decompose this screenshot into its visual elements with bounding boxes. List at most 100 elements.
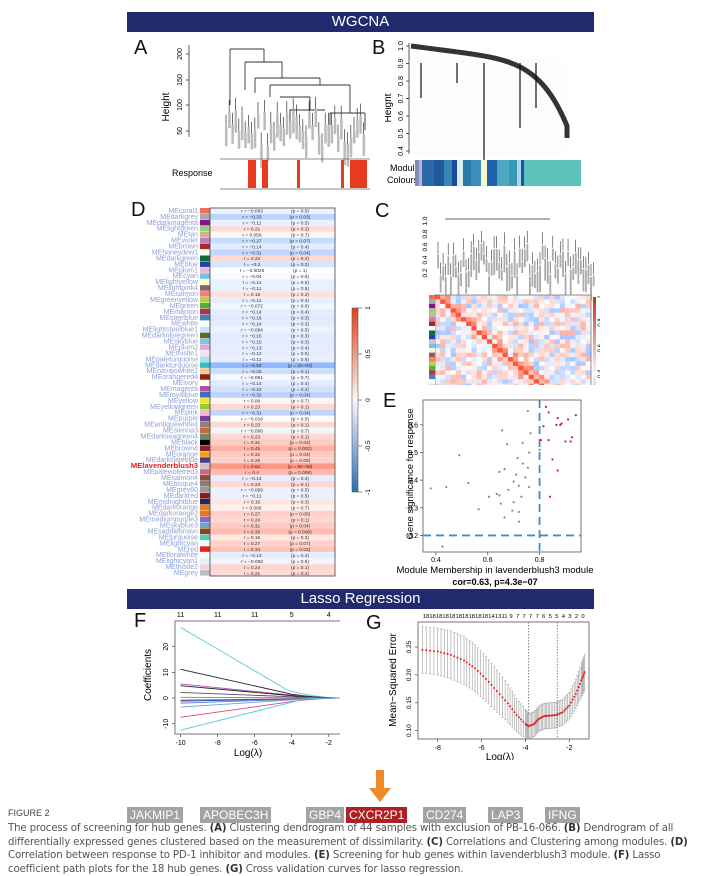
heatmap-cell [435, 370, 441, 375]
caption-panel-ref: (D) [670, 836, 688, 848]
module-name: MEthistle1 [165, 350, 198, 357]
heatmap-cell [440, 343, 446, 349]
heatmap-cell [466, 379, 472, 384]
module-row: MEpaleturquoise r = −0.11 (p = 0.5) [145, 356, 335, 363]
heatmap-cell [575, 343, 581, 349]
correlation-value: r = 0.27 [244, 511, 261, 517]
heatmap-cell [455, 334, 462, 340]
correlation-cell [210, 255, 335, 262]
module-row: MElightgreen r = 0.21 (p = 0.2) [157, 226, 335, 233]
module-row: MEnavajowhite2 r = −0.25 (p = 0.1) [147, 368, 335, 375]
module-label [551, 248, 554, 261]
caption-text: Lasso coefficient path plots for the 18 … [8, 850, 661, 875]
y-tick-label: 0.6 [408, 422, 418, 429]
top-tick-label: 14 [488, 614, 495, 620]
heatmap-cell [523, 339, 529, 344]
hub-gene-point [559, 423, 562, 426]
heatmap-cell [502, 348, 508, 353]
module-label [557, 268, 559, 284]
correlation-cell [210, 338, 335, 345]
mse-point [558, 712, 561, 715]
panel-label-d: D [131, 199, 146, 221]
module-name: MEred [177, 546, 198, 553]
heatmap-cell [461, 295, 467, 300]
heatmap-cell [533, 361, 540, 367]
correlation-value: r = −0.13 [242, 345, 262, 351]
heatmap-cell [539, 326, 545, 331]
module-name: MEsienna3 [163, 428, 198, 435]
heatmap-cell [466, 352, 472, 358]
heatmap-cell [585, 308, 592, 313]
module-label [572, 267, 575, 280]
mse-point [482, 675, 485, 678]
module-label [518, 248, 521, 268]
heatmap-cell [487, 312, 493, 318]
heatmap-cell [533, 317, 540, 322]
module-colours-label-2: Colours [387, 175, 419, 185]
heatmap-cell [440, 326, 446, 331]
mse-point [501, 696, 504, 699]
panel-e-xlabel: Module Membership in lavenderblush3 modu… [397, 565, 594, 576]
heatmap-cell [554, 312, 560, 318]
module-label [574, 252, 577, 275]
y-tick-label: 200 [177, 48, 184, 60]
panel-f-ylabel: Coefficients [143, 649, 154, 701]
heatmap-cell [471, 379, 477, 384]
module-colour-swatch [200, 356, 210, 362]
correlation-value: r = 0.16 [244, 500, 261, 506]
heatmap-cell [533, 308, 540, 313]
heatmap-cell [461, 308, 467, 313]
heatmap-cell [533, 303, 540, 309]
heatmap-cell [528, 308, 534, 313]
heatmap-cell [450, 339, 456, 344]
heatmap-cell [523, 383, 529, 385]
sample-label [333, 117, 337, 134]
heatmap-cell [539, 374, 545, 380]
module-label [534, 273, 536, 289]
heatmap-cell [585, 330, 592, 336]
heatmap-cell [481, 334, 488, 340]
p-value: (p = 0.1) [291, 482, 309, 488]
heatmap-cell [471, 299, 477, 305]
correlation-cell [210, 397, 335, 404]
correlation-cell [210, 320, 335, 327]
module-colour-segment [422, 160, 434, 186]
module-name: MEmaroon [164, 309, 198, 316]
heatmap-cell [445, 370, 451, 375]
heatmap-cell [565, 295, 571, 300]
module-label [554, 264, 557, 279]
p-value: (p = 0.04) [290, 411, 311, 417]
heatmap-cell [544, 339, 550, 344]
correlation-value: r = −0.072 [241, 304, 263, 310]
mse-point [581, 675, 584, 678]
x-tick-label: -2 [326, 740, 332, 747]
correlation-value: r = 0.45 [244, 446, 261, 452]
correlation-value: r = −0.082 [241, 559, 263, 565]
correlation-cell [210, 546, 335, 553]
module-name: MEdarkseagreen4 [141, 433, 198, 440]
gene-point [512, 480, 515, 483]
module-colour-swatch [200, 481, 210, 487]
module-label [465, 272, 468, 294]
correlation-value: r = −0.12 [242, 298, 262, 304]
module-name: MEmidnightblue [148, 499, 198, 506]
heatmap-cell [559, 357, 566, 362]
gene-label-ifng: IFNG [545, 807, 580, 823]
module-row: MEthistle1 r = −0.12 (p = 0.5) [165, 350, 335, 357]
heatmap-cell [481, 299, 488, 305]
heatmap-cell [466, 339, 472, 344]
heatmap-cell [513, 317, 519, 322]
correlation-value: r = −0.33 [242, 215, 262, 221]
heatmap-cell [575, 352, 581, 358]
heatmap-cell [518, 361, 524, 367]
heatmap-cell [471, 303, 477, 309]
heatmap-cell [471, 343, 477, 349]
heatmap-cell [445, 374, 451, 380]
correlation-value: r = −0.15 [242, 333, 262, 339]
heatmap-cell [450, 343, 456, 349]
module-row: MEgrey60 r = −0.099 (p = 0.5) [166, 487, 335, 494]
heatmap-cell [507, 312, 514, 318]
heatmap-cell [539, 352, 545, 358]
p-value: (p = 0.04) [290, 250, 311, 256]
mse-point [522, 720, 525, 723]
